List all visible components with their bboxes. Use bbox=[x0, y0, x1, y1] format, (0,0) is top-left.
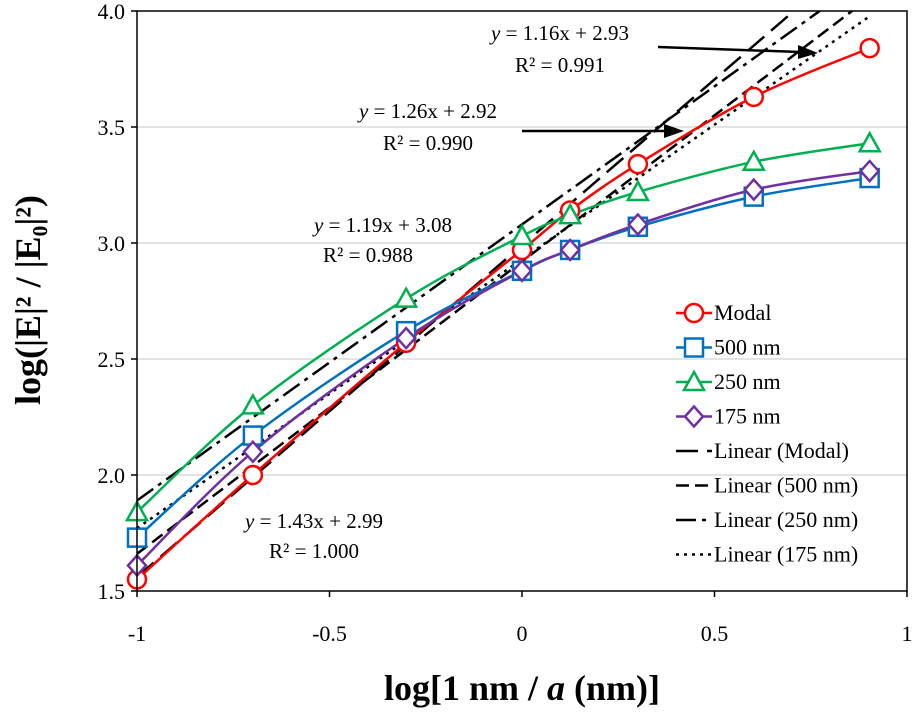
annotation-arrows bbox=[522, 45, 818, 138]
legend: Modal 500 nm 250 nm 175 nm Linear (Modal) Lin… bbox=[676, 300, 858, 567]
legend-trend-label-3: Linear (175 nm) bbox=[714, 542, 858, 567]
axis-ticks: 1.5 2.0 2.5 3.0 3.5 4.0 -1 -0.5 0 0.5 1 bbox=[98, 0, 913, 646]
x-tick-label: 0.5 bbox=[701, 621, 729, 646]
x-axis-title: log[1 nm / a (nm)] bbox=[384, 668, 660, 708]
annotation-175-r2: R² = 0.991 bbox=[515, 53, 605, 77]
y-tick-label: 2.0 bbox=[98, 463, 126, 488]
x-tick-label: -1 bbox=[128, 621, 146, 646]
legend-label-1: 500 nm bbox=[714, 335, 781, 360]
annotation-175-equation: y = 1.16x + 2.93 bbox=[489, 21, 629, 45]
annotation-500-eq: = 1.26x + 2.92 bbox=[368, 99, 497, 123]
y-tick-label: 2.5 bbox=[98, 347, 126, 372]
annotation-250-r2: R² = 0.988 bbox=[323, 243, 413, 267]
series-3-point-3 bbox=[511, 258, 533, 283]
series-0-point-7 bbox=[859, 37, 880, 59]
annotation-modal-r2: R² = 1.000 bbox=[269, 539, 359, 563]
legend-marker-2 bbox=[681, 369, 707, 392]
y-tick-label: 1.5 bbox=[98, 579, 126, 604]
annotation-modal-eq: = 1.43x + 2.99 bbox=[254, 509, 383, 533]
y-tick-label: 3.5 bbox=[98, 115, 126, 140]
series-3-point-2 bbox=[395, 326, 417, 350]
annotation-175-y: y bbox=[489, 21, 501, 45]
annotation-modal: y = 1.43x + 2.99 R² = 1.000 bbox=[243, 509, 383, 563]
series-2-point-4 bbox=[558, 202, 583, 225]
annotation-175-eq: = 1.16x + 2.93 bbox=[500, 21, 629, 45]
series-2-point-6 bbox=[741, 149, 766, 172]
y-tick-label: 3.0 bbox=[98, 231, 126, 256]
series-2-point-1 bbox=[240, 392, 266, 415]
series-0-point-6 bbox=[743, 86, 765, 108]
series-3-point-7 bbox=[858, 159, 881, 183]
legend-marker-3 bbox=[683, 404, 705, 429]
series-0-point-1 bbox=[242, 464, 264, 486]
annotation-175: y = 1.16x + 2.93 R² = 0.991 bbox=[489, 21, 629, 77]
series-3-point-5 bbox=[627, 212, 649, 237]
series-2-point-2 bbox=[393, 286, 419, 308]
annotation-modal-y: y bbox=[243, 509, 255, 533]
legend-trend-label-2: Linear (250 nm) bbox=[714, 507, 858, 532]
annotation-500-equation: y = 1.26x + 2.92 bbox=[357, 99, 497, 123]
arrow-175-head bbox=[798, 45, 818, 59]
legend-marker-1 bbox=[683, 337, 705, 358]
legend-label-2: 250 nm bbox=[714, 369, 781, 394]
arrow-175-shaft bbox=[657, 45, 801, 54]
legend-marker-0 bbox=[683, 302, 705, 324]
annotation-250-eq: = 1.19x + 3.08 bbox=[323, 213, 452, 237]
y-tick-label: 4.0 bbox=[98, 0, 126, 24]
series-2-point-5 bbox=[625, 179, 651, 202]
legend-trend-label-1: Linear (500 nm) bbox=[714, 473, 858, 498]
series-2-point-7 bbox=[857, 130, 882, 153]
annotation-250-equation: y = 1.19x + 3.08 bbox=[312, 213, 452, 237]
annotation-modal-equation: y = 1.43x + 2.99 bbox=[243, 509, 383, 533]
annotation-500: y = 1.26x + 2.92 R² = 0.990 bbox=[357, 99, 497, 155]
arrow-500-head bbox=[664, 124, 684, 138]
series-0-point-5 bbox=[627, 153, 649, 175]
x-axis-title-part-2: a bbox=[547, 668, 565, 708]
series-3-point-1 bbox=[242, 439, 264, 464]
series-3-point-4 bbox=[559, 238, 581, 262]
annotation-250: y = 1.19x + 3.08 R² = 0.988 bbox=[312, 213, 452, 267]
annotation-500-r2: R² = 0.990 bbox=[383, 131, 473, 155]
x-tick-label: -0.5 bbox=[312, 621, 347, 646]
y-axis-title: log(|E|² / |E₀|²) bbox=[8, 195, 48, 405]
legend-trend-label-0: Linear (Modal) bbox=[714, 438, 849, 463]
x-axis-title-part-3: (nm)] bbox=[565, 668, 660, 708]
annotation-250-y: y bbox=[312, 213, 324, 237]
legend-label-3: 175 nm bbox=[714, 404, 781, 429]
annotation-500-y: y bbox=[357, 99, 369, 123]
x-tick-label: 1 bbox=[902, 621, 913, 646]
x-tick-label: 0 bbox=[517, 621, 528, 646]
legend-label-0: Modal bbox=[714, 300, 771, 325]
x-axis-title-part-1: log[1 nm / bbox=[384, 668, 547, 708]
series-3-point-6 bbox=[743, 177, 765, 202]
series-2-point-3 bbox=[509, 223, 535, 246]
